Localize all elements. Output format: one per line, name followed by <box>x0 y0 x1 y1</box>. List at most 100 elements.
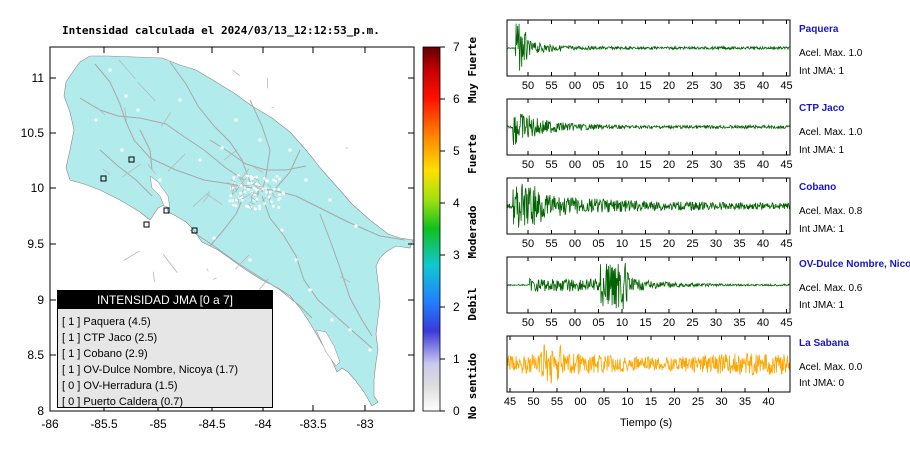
waveform-panels: 50 55 00 05 10 15 20 25 30 35 40 45 50 55 00 05 10 15 20 25… <box>504 19 793 408</box>
town-marker <box>94 118 98 122</box>
town-marker <box>277 188 281 191</box>
time-tick-label: 30 <box>710 159 722 171</box>
road <box>275 149 301 189</box>
town-marker <box>272 178 275 182</box>
station-name-paquera: Paquera <box>799 24 839 35</box>
road <box>99 149 153 197</box>
road-segment <box>223 148 238 161</box>
road-segment <box>137 81 156 102</box>
town-marker <box>280 228 284 232</box>
town-marker <box>245 204 248 208</box>
road-segment <box>250 191 255 198</box>
colorbar-tick-label: 4 <box>453 196 460 210</box>
road <box>209 195 245 247</box>
map-y-tick-label: 9.5 <box>27 237 44 251</box>
time-tick-label: 05 <box>592 238 604 250</box>
time-tick-label: 30 <box>710 238 722 250</box>
waveform-frame-border <box>506 19 791 77</box>
map-y-tick-label: 10 <box>31 181 45 195</box>
time-tick-label: 40 <box>757 238 769 250</box>
time-tick-label: 15 <box>645 396 657 408</box>
time-tick-label: 50 <box>522 238 534 250</box>
road-segment <box>267 183 272 188</box>
road-segment <box>96 106 106 116</box>
colorbar <box>422 46 441 412</box>
time-tick-label: 00 <box>574 396 586 408</box>
town-marker <box>212 236 216 240</box>
road-segment <box>102 168 111 176</box>
station-marker-jaco <box>191 227 198 234</box>
time-tick-label: 25 <box>686 159 698 171</box>
colorbar-axis: 0 1 2 3 4 5 6 7 No sentido Debil Moderado Fuerte Muy… <box>440 37 479 419</box>
time-tick-label: 55 <box>545 238 557 250</box>
map-x-tick-label: -84 <box>254 417 272 431</box>
map-x-tick-label: -85 <box>149 417 167 431</box>
town-marker <box>247 188 250 191</box>
town-marker <box>220 146 224 150</box>
legend-item-jaco: [ 1 ] CTP Jaco (2.5) <box>62 332 158 344</box>
town-marker <box>304 178 308 182</box>
time-tick-label: 10 <box>616 80 628 92</box>
time-tick-label: 35 <box>733 317 745 329</box>
town-marker <box>348 328 352 332</box>
town-marker <box>278 177 281 181</box>
road-segment <box>240 168 250 181</box>
road <box>319 213 373 337</box>
map-x-tick-label: -84.5 <box>198 417 226 431</box>
town-marker <box>250 181 254 185</box>
town-marker <box>277 206 281 209</box>
town-marker <box>262 176 266 180</box>
time-tick-label: 40 <box>757 159 769 171</box>
road-segment <box>232 69 240 77</box>
town-marker <box>265 190 268 194</box>
town-marker <box>256 189 259 192</box>
time-tick-label: 50 <box>522 80 534 92</box>
station-jma-jaco: Int JMA: 1 <box>799 145 845 156</box>
legend-item-caldera: [ 0 ] Puerto Caldera (0.7) <box>62 396 184 408</box>
time-tick-label: 45 <box>780 317 792 329</box>
town-marker <box>124 94 128 98</box>
road-segment <box>230 179 236 183</box>
map-y-tick-label: 11 <box>32 71 45 85</box>
map-x-tick-label: -83 <box>356 417 374 431</box>
town-marker <box>234 204 238 208</box>
station-marker-cobano <box>143 221 150 228</box>
time-tick-label: 05 <box>592 80 604 92</box>
time-tick-label: 50 <box>527 396 539 408</box>
town-marker <box>255 197 259 201</box>
road-segment <box>227 182 233 186</box>
time-tick-label: 00 <box>569 317 581 329</box>
waveform-trace <box>506 262 791 310</box>
road-network <box>79 59 406 349</box>
town-marker <box>253 192 257 196</box>
time-tick-label: 20 <box>663 238 675 250</box>
town-marker <box>281 191 285 194</box>
time-tick-label: 10 <box>616 317 628 329</box>
town-marker <box>272 188 276 191</box>
road-segment <box>252 181 257 186</box>
town-marker <box>258 138 262 142</box>
time-tick-label: 45 <box>780 80 792 92</box>
town-marker <box>228 199 231 203</box>
road-segment <box>239 177 245 186</box>
town-marker <box>240 195 244 198</box>
colorbar-tick-label: 5 <box>453 144 460 158</box>
road-segment <box>252 183 260 190</box>
town-marker <box>288 148 292 152</box>
town-marker <box>252 176 256 180</box>
town-marker <box>232 203 235 207</box>
legend-header: INTENSIDAD JMA [0 a 7] <box>58 291 272 309</box>
station-marker-dulce-nombre <box>128 156 135 163</box>
time-tick-label: 05 <box>592 317 604 329</box>
gulf-of-nicoya <box>149 175 171 209</box>
town-marker <box>232 179 236 183</box>
road-segment <box>206 194 223 205</box>
road-segment <box>234 254 250 270</box>
time-tick-label: 55 <box>545 80 557 92</box>
town-marker <box>246 174 250 178</box>
town-marker <box>238 196 241 199</box>
town-marker <box>237 174 240 177</box>
map-y-tick-label: 8 <box>37 404 44 418</box>
town-marker <box>136 108 140 112</box>
map-x-tick-label: -85.5 <box>90 417 118 431</box>
